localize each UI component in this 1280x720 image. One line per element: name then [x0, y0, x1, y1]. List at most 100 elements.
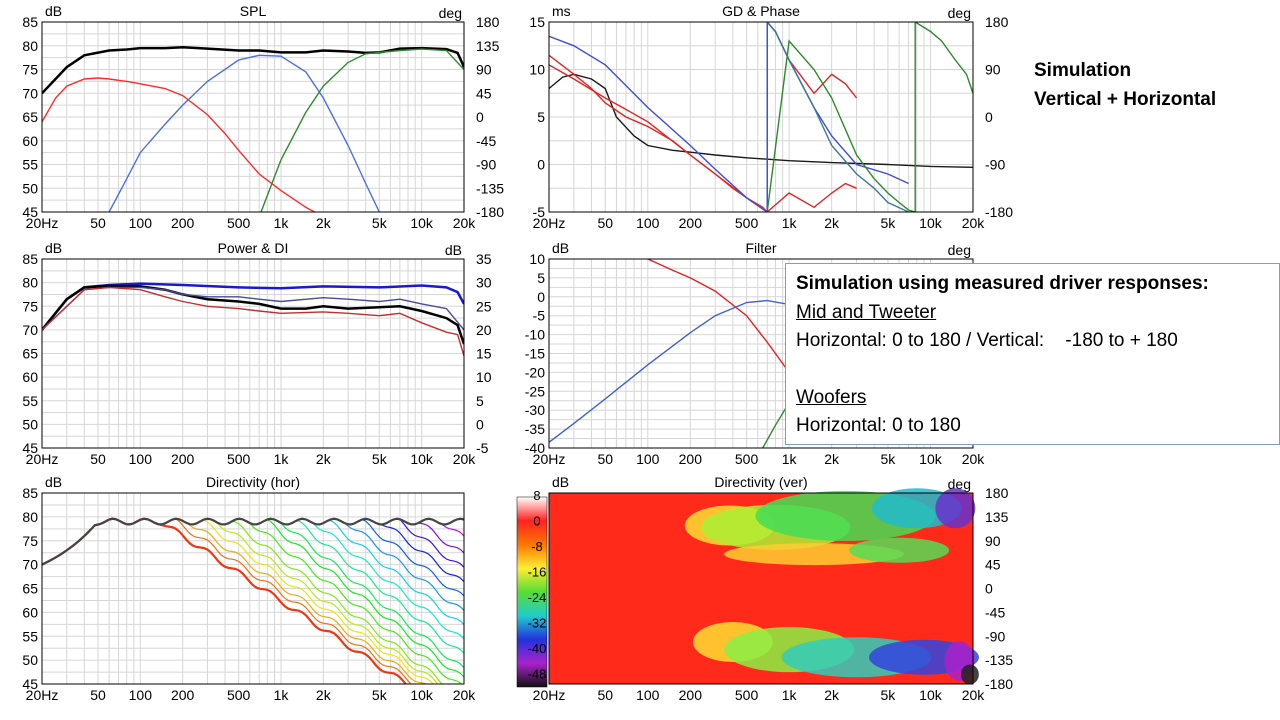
series-line-2	[762, 402, 790, 448]
y2-tick-label: -135	[985, 652, 1013, 668]
x-tick-label: 500	[735, 687, 759, 703]
x-tick-label: 10k	[919, 687, 943, 703]
x-tick-label: 20Hz	[533, 687, 566, 703]
y-tick-label: 80	[22, 38, 38, 54]
x-tick-label: 2k	[316, 451, 332, 467]
y-tick-label: 80	[22, 275, 38, 291]
series-line-3	[42, 286, 464, 357]
y-axis-unit: dB	[45, 3, 62, 19]
colorbar-tick-label: 0	[533, 514, 540, 529]
y2-tick-label: 90	[985, 533, 1001, 549]
simulation-title: Simulation Vertical + Horizontal	[1034, 56, 1216, 114]
y-tick-label: 70	[22, 557, 38, 573]
x-tick-label: 100	[636, 451, 660, 467]
y-tick-label: -5	[533, 204, 546, 220]
chart-panel-1: 20Hz 50 100 200 500 1k 2k 5k 10k 20k -5 0 5 10 15 -180 -…	[529, 3, 1013, 231]
series-line-3	[260, 48, 464, 212]
y2-tick-label: 0	[476, 416, 484, 432]
y2-tick-label: -180	[985, 676, 1013, 692]
y-tick-label: 70	[22, 322, 38, 338]
y-tick-label: 55	[22, 628, 38, 644]
x-tick-label: 100	[129, 687, 153, 703]
heatmap-region	[935, 488, 976, 529]
x-tick-label: 500	[227, 687, 251, 703]
x-tick-label: 2k	[824, 451, 840, 467]
x-tick-label: 20k	[962, 215, 986, 231]
x-tick-label: 50	[90, 687, 106, 703]
chart-title: Directivity (ver)	[714, 474, 807, 490]
y2-tick-label: -90	[985, 157, 1005, 173]
plot-border	[41, 21, 465, 213]
y-tick-label: 45	[22, 676, 38, 692]
plot-border	[41, 258, 465, 449]
x-tick-label: 200	[171, 451, 195, 467]
grid-lines	[41, 21, 465, 213]
x-tick-label: 1k	[782, 215, 798, 231]
y2-tick-label: 135	[985, 509, 1009, 525]
y-tick-label: 55	[22, 157, 38, 173]
colorbar-tick-label: -48	[528, 667, 547, 682]
x-tick-label: 20Hz	[26, 215, 59, 231]
note-group2-text: Horizontal: 0 to 180	[796, 415, 961, 436]
colorbar	[516, 496, 548, 688]
x-tick-label: 100	[636, 215, 660, 231]
y-tick-label: 75	[22, 298, 38, 314]
y2-axis-unit: deg	[439, 5, 462, 21]
x-tick-label: 5k	[372, 687, 388, 703]
chart-title: Filter	[745, 240, 776, 256]
angle-curve-0	[42, 517, 464, 566]
y2-tick-label: -180	[476, 204, 504, 220]
x-tick-label: 2k	[316, 215, 332, 231]
y-tick-label: 50	[22, 652, 38, 668]
y-tick-label: -10	[525, 327, 545, 343]
y2-tick-label: 15	[476, 346, 492, 362]
x-tick-label: 5k	[881, 687, 897, 703]
plot-border	[41, 492, 465, 685]
y2-tick-label: 180	[476, 14, 500, 30]
chart-title: Directivity (hor)	[206, 474, 300, 490]
x-tick-label: 20k	[453, 687, 477, 703]
plot-border	[548, 492, 974, 685]
heatmap-region	[849, 537, 950, 563]
y-tick-label: -20	[525, 364, 545, 380]
y-tick-label: 75	[22, 533, 38, 549]
x-tick-label: 50	[90, 215, 106, 231]
x-tick-label: 10k	[919, 451, 943, 467]
y-tick-label: 80	[22, 509, 38, 525]
colorbar-tick-label: -32	[528, 616, 547, 631]
y-tick-label: -25	[525, 383, 545, 399]
x-tick-label: 500	[735, 451, 759, 467]
x-tick-label: 50	[90, 451, 106, 467]
colorbar-tick-label: 8	[533, 488, 540, 503]
series-group	[549, 259, 790, 448]
x-tick-label: 20k	[453, 451, 477, 467]
y2-tick-label: 180	[985, 14, 1009, 30]
x-tick-label: 200	[679, 451, 703, 467]
x-tick-label: 200	[679, 215, 703, 231]
series-line-0	[647, 259, 790, 373]
x-tick-label: 2k	[824, 215, 840, 231]
note-group1-text: Horizontal: 0 to 180 / Vertical: -180 to…	[796, 330, 1178, 351]
y-tick-label: 75	[22, 62, 38, 78]
y-axis-unit: dB	[45, 474, 62, 490]
x-tick-label: 5k	[881, 215, 897, 231]
colorbar-tick-label: -24	[528, 590, 547, 605]
series-line-2	[108, 54, 381, 212]
y-axis-unit: dB	[45, 240, 62, 256]
y2-tick-label: 10	[476, 369, 492, 385]
chart-title: GD & Phase	[722, 3, 800, 19]
chart-panel-0: 20Hz 50 100 200 500 1k 2k 5k 10k 20k 45 50 55 60 65 70 7…	[22, 3, 504, 231]
y2-tick-label: -5	[476, 440, 489, 456]
y-tick-label: 15	[529, 14, 545, 30]
x-tick-label: 20Hz	[26, 451, 59, 467]
series-line-5	[766, 22, 973, 212]
chart-panel-4: 20Hz 50 100 200 500 1k 2k 5k 10k 20k 45 50 55 60 65 70 7…	[22, 474, 477, 703]
chart-panel-5: 20Hz 50 100 200 500 1k 2k 5k 10k 20k-180 -135 -90 -4…	[516, 474, 1013, 703]
x-tick-label: 1k	[782, 687, 798, 703]
chart-panel-2: 20Hz 50 100 200 500 1k 2k 5k 10k 20k4550556065707…	[22, 240, 492, 467]
y-axis-unit: dB	[552, 240, 569, 256]
note-group1-title: Mid and Tweeter	[796, 301, 937, 323]
x-tick-label: 500	[227, 215, 251, 231]
y2-tick-label: 90	[985, 62, 1001, 78]
y2-tick-label: 30	[476, 275, 492, 291]
